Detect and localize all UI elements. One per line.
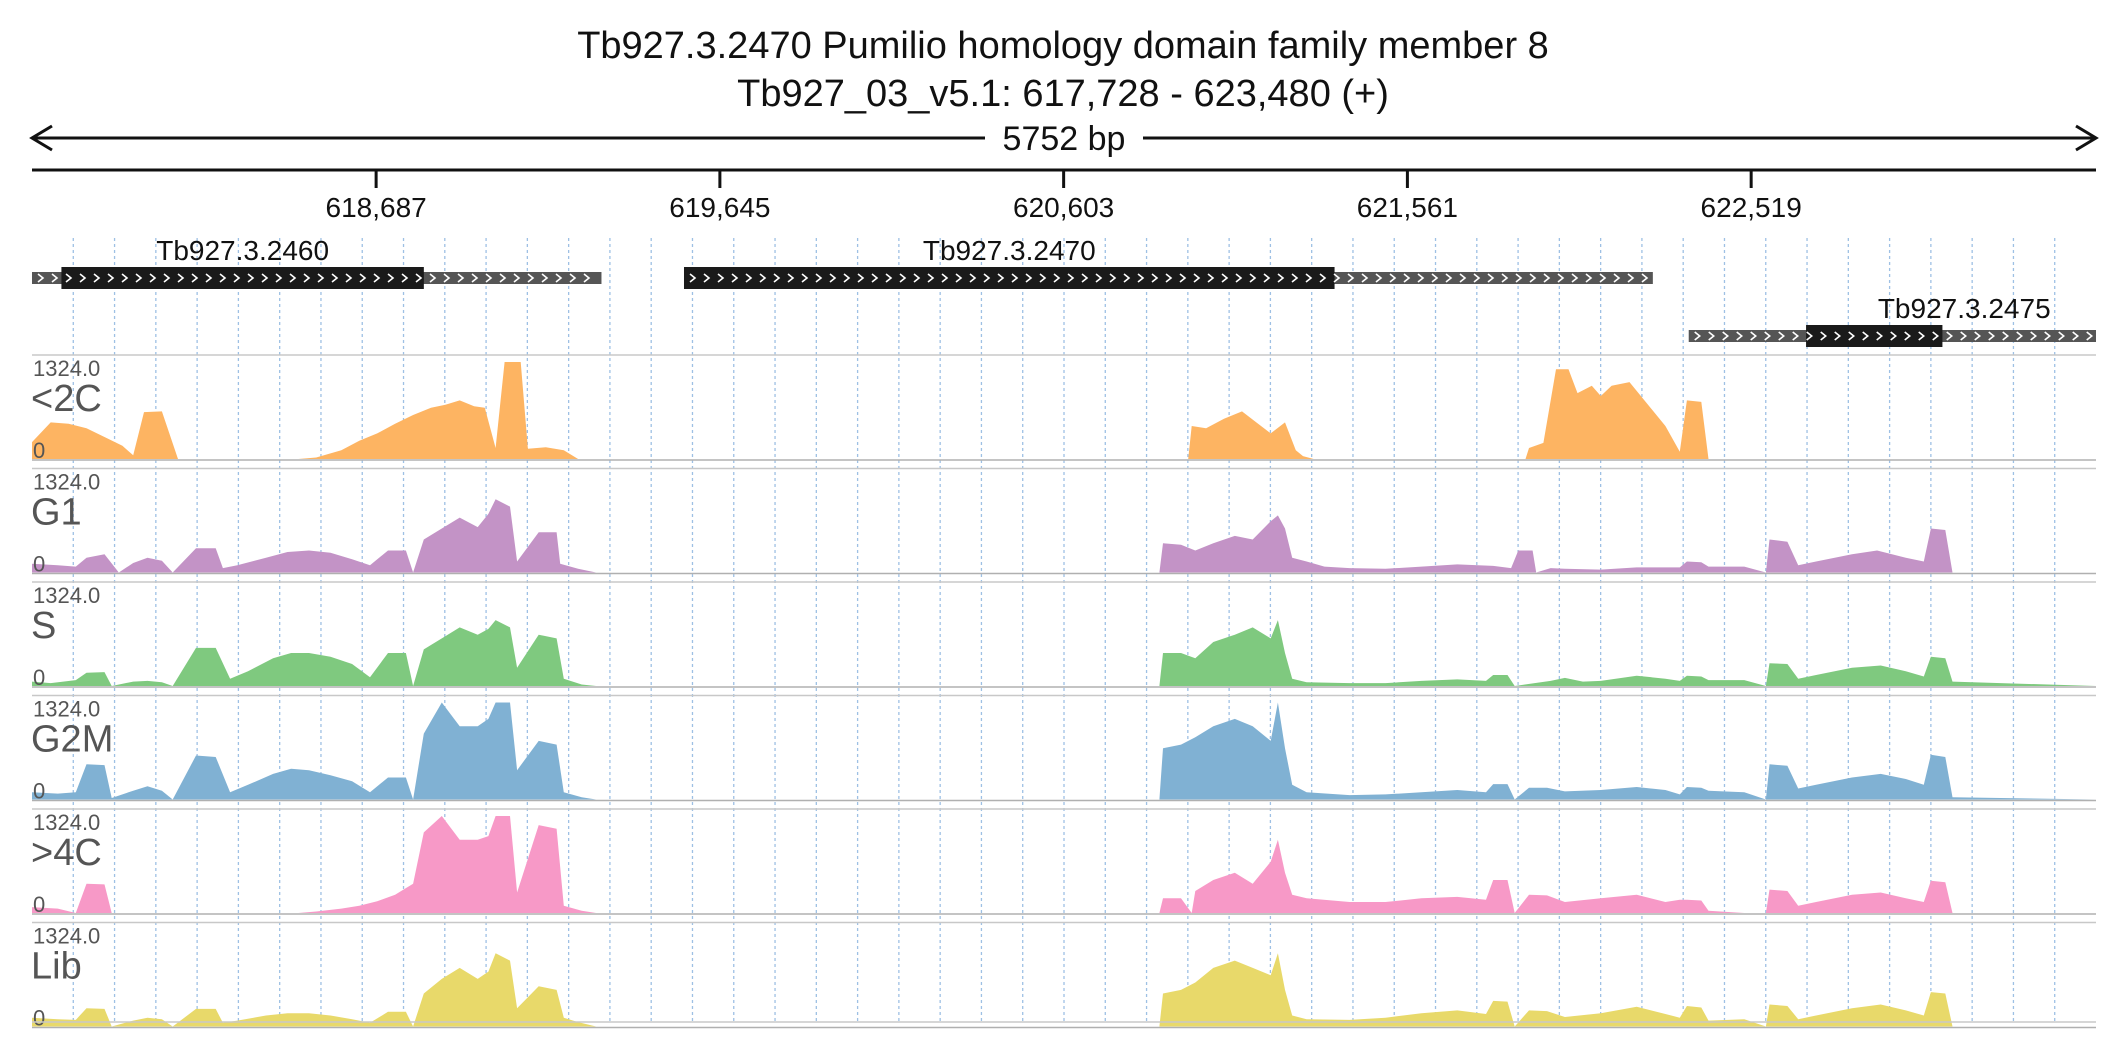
track-name: Lib <box>31 946 82 988</box>
strand-chevron-icon <box>1694 331 2094 341</box>
chart-subtitle: Tb927_03_v5.1: 617,728 - 623,480 (+) <box>737 73 1389 115</box>
gene-label: Tb927.3.2460 <box>156 235 329 266</box>
strand-chevron-icon <box>689 273 1649 283</box>
track-<2C: 1324.0<2C 0 <box>31 354 2096 463</box>
track-name: <2C <box>31 378 102 420</box>
grid-lines <box>72 238 2056 1022</box>
coverage-tracks: 1324.0<2C01324.0G101324.0S01324.0G2M0132… <box>31 354 2096 1031</box>
arrowhead-left-icon <box>29 124 53 152</box>
coverage-area <box>32 362 2096 459</box>
gene-Tb927.3.2460[interactable]: Tb927.3.2460 <box>32 235 602 289</box>
track-S: 1324.0S 0 <box>31 581 2096 690</box>
y-min-label: 0 <box>33 665 45 690</box>
gene-Tb927.3.2475[interactable]: Tb927.3.2475 <box>1688 293 2096 347</box>
arrowhead-right-icon <box>2075 124 2099 152</box>
y-min-label: 0 <box>33 779 45 804</box>
y-min-label: 0 <box>33 438 45 463</box>
gene-label: Tb927.3.2470 <box>923 235 1096 266</box>
ruler-ticks: 618,687 619,645 620,603 621,561 622,519 <box>326 170 1802 223</box>
track-name: G1 <box>31 492 82 534</box>
tick-label: 619,645 <box>669 192 770 223</box>
track-name: >4C <box>31 832 102 874</box>
gene-cds <box>683 267 1335 289</box>
track-G1: 1324.0G1 0 <box>31 467 2096 577</box>
y-max-label: 1324.0 <box>33 356 100 381</box>
y-min-label: 0 <box>33 552 45 577</box>
gene-label: Tb927.3.2475 <box>1878 293 2051 324</box>
y-max-label: 1324.0 <box>33 810 100 835</box>
coverage-area <box>32 816 2096 913</box>
track->4C: 1324.0>4C 0 <box>31 808 2096 917</box>
track-name: S <box>31 605 56 647</box>
track-name: G2M <box>31 719 113 761</box>
gene-Tb927.3.2470[interactable]: Tb927.3.2470 <box>683 235 1653 289</box>
coverage-area <box>32 620 2096 686</box>
strand-chevron-icon <box>37 273 591 283</box>
coverage-area <box>32 702 2096 800</box>
gene-track: Tb927.3.2460 Tb927.3.2470 Tb927.3.2475 <box>32 235 2096 347</box>
coverage-area <box>32 499 2096 573</box>
tick-label: 622,519 <box>1701 192 1802 223</box>
tick-label: 618,687 <box>326 192 427 223</box>
y-max-label: 1324.0 <box>33 470 100 495</box>
coverage-area <box>32 953 2096 1027</box>
y-max-label: 1324.0 <box>33 924 100 949</box>
tick-label: 621,561 <box>1357 192 1458 223</box>
y-max-label: 1324.0 <box>33 583 100 608</box>
tick-label: 620,603 <box>1013 192 1114 223</box>
y-min-label: 0 <box>33 1006 45 1031</box>
gene-cds <box>1806 325 1943 347</box>
y-max-label: 1324.0 <box>33 697 100 722</box>
y-min-label: 0 <box>33 892 45 917</box>
chart-title: Tb927.3.2470 Pumilio homology domain fam… <box>577 25 1549 67</box>
gene-cds <box>61 267 424 289</box>
span-label: 5752 bp <box>1003 120 1126 158</box>
span-indicator: 5752 bp <box>29 120 2099 158</box>
